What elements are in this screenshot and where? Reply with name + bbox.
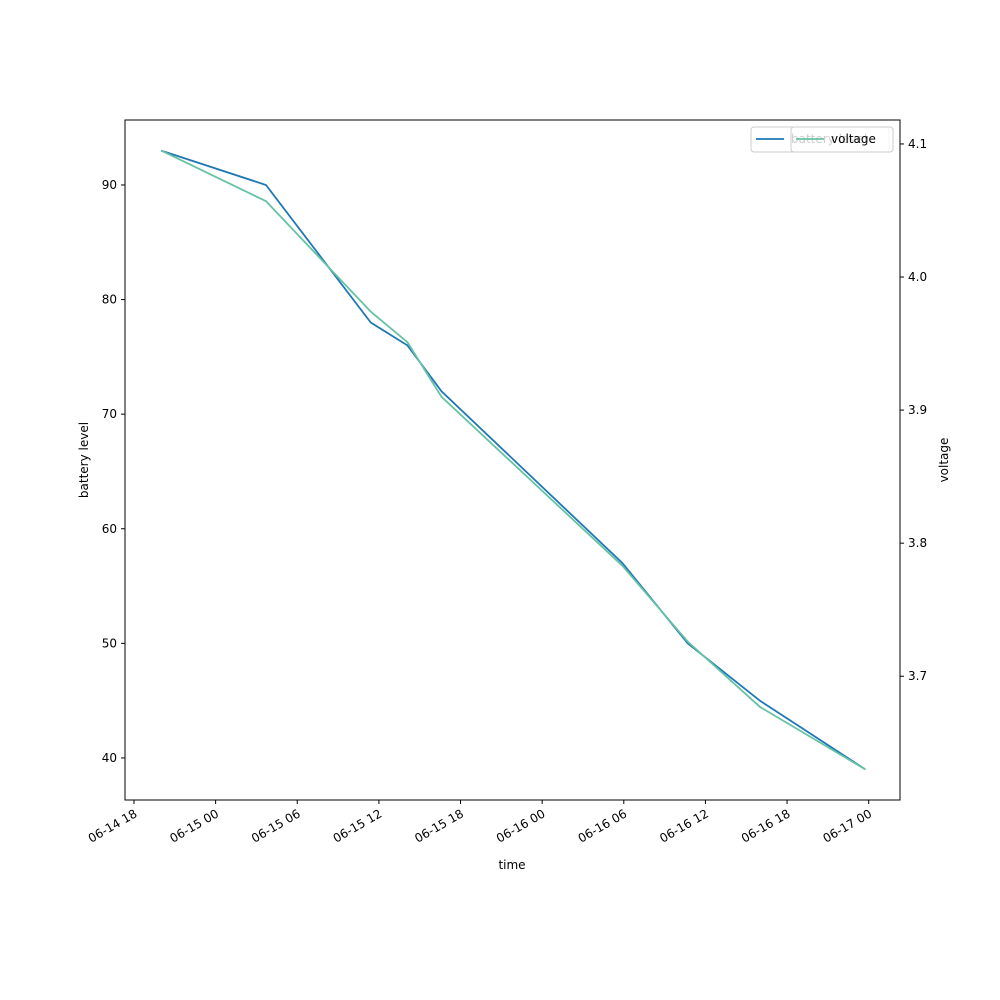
y-tick-label: 70: [102, 407, 117, 421]
y2-tick-label: 3.7: [908, 669, 927, 683]
y2-tick-label: 3.8: [908, 536, 927, 550]
y2-tick-label: 4.0: [908, 270, 927, 284]
y-tick-label: 60: [102, 522, 117, 536]
y-tick-label: 50: [102, 636, 117, 650]
y2-tick-label: 4.1: [908, 137, 927, 151]
x-tick-label: 06-16 12: [657, 806, 711, 845]
y-tick-label: 40: [102, 751, 117, 765]
x-tick-label: 06-16 18: [739, 806, 793, 845]
x-axis-label: time: [498, 858, 525, 872]
legend-label: voltage: [831, 132, 876, 146]
y2-axis-label: voltage: [937, 438, 951, 483]
y-tick-label: 80: [102, 293, 117, 307]
legend: voltage: [790, 126, 894, 153]
x-tick-label: 06-15 18: [412, 806, 466, 845]
data-line: [160, 149, 866, 771]
x-tick-label: 06-15 00: [167, 806, 221, 845]
data-line: [160, 149, 866, 771]
x-tick-label: 06-15 06: [249, 806, 303, 845]
x-tick-label: 06-14 18: [86, 806, 140, 845]
x-tick-label: 06-16 00: [494, 806, 548, 845]
plot-frame: [124, 119, 901, 801]
x-tick-label: 06-15 12: [331, 806, 385, 845]
y2-tick-label: 3.9: [908, 403, 927, 417]
x-tick-label: 06-17 00: [820, 806, 874, 845]
y-axis-label: battery level: [77, 422, 91, 498]
x-tick-label: 06-16 06: [576, 806, 630, 845]
legend-box: [790, 126, 894, 153]
y-tick-label: 90: [102, 178, 117, 192]
